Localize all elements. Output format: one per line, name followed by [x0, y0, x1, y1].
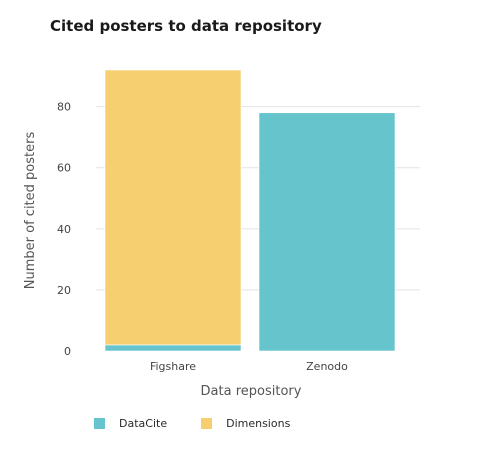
x-axis-label: Data repository [200, 384, 302, 399]
legend-item-datacite[interactable]: DataCite [94, 417, 167, 430]
bar-figshare-datacite[interactable] [104, 344, 242, 352]
legend-label-dimensions: Dimensions [226, 417, 291, 430]
legend-item-dimensions[interactable]: Dimensions [201, 417, 290, 430]
legend: DataCite Dimensions [94, 417, 324, 430]
legend-swatch-dimensions [201, 418, 213, 429]
chart-title: Cited posters to data repository [50, 17, 322, 35]
y-tick-label: 80 [57, 101, 71, 114]
y-tick-label: 20 [57, 284, 71, 297]
y-tick-label: 40 [57, 223, 71, 236]
x-tick-label: Zenodo [306, 360, 348, 373]
y-axis-label: Number of cited posters [23, 131, 39, 289]
bar-figshare-dimensions[interactable] [104, 69, 242, 346]
legend-label-datacite: DataCite [119, 417, 168, 430]
y-tick-label: 60 [57, 162, 71, 175]
bar-zenodo-datacite[interactable] [258, 112, 396, 352]
x-tick-label: Figshare [150, 360, 196, 373]
y-tick-label: 0 [64, 345, 71, 358]
legend-swatch-datacite [94, 418, 105, 429]
